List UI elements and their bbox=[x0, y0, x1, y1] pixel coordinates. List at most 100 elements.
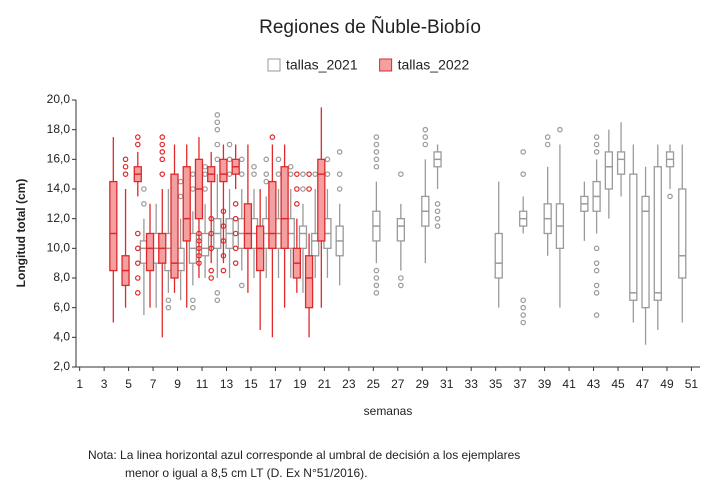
outlier bbox=[214, 156, 221, 163]
y-tick-label: 8,0 bbox=[53, 270, 70, 284]
outlier bbox=[165, 297, 172, 304]
outlier bbox=[593, 134, 600, 140]
outlier bbox=[398, 282, 404, 289]
x-tick-label: 29 bbox=[416, 377, 430, 391]
x-tick-label: 23 bbox=[342, 377, 356, 391]
y-tick-label: 12,0 bbox=[47, 211, 71, 225]
x-tick-label: 41 bbox=[562, 377, 576, 391]
outlier bbox=[238, 156, 245, 163]
outlier bbox=[593, 282, 600, 289]
outlier bbox=[220, 208, 227, 215]
outlier bbox=[398, 171, 404, 177]
x-tick-label: 15 bbox=[244, 377, 258, 391]
legend-swatch bbox=[267, 58, 281, 72]
outlier bbox=[336, 149, 343, 155]
outlier bbox=[324, 171, 331, 177]
outlier bbox=[434, 208, 441, 215]
outlier bbox=[520, 171, 527, 177]
x-tick-label: 13 bbox=[220, 377, 234, 391]
outlier bbox=[300, 186, 306, 192]
box bbox=[145, 232, 155, 272]
outlier bbox=[306, 171, 312, 177]
outlier bbox=[232, 201, 239, 207]
outlier bbox=[263, 171, 270, 177]
outlier bbox=[520, 149, 527, 155]
x-tick-label: 51 bbox=[685, 377, 699, 391]
outlier bbox=[208, 275, 215, 281]
box bbox=[396, 218, 405, 242]
outlier bbox=[190, 171, 196, 177]
box bbox=[604, 151, 613, 190]
outlier bbox=[336, 171, 343, 177]
outlier bbox=[667, 193, 673, 200]
outlier bbox=[520, 297, 527, 304]
outlier bbox=[275, 171, 282, 177]
legend-swatch bbox=[379, 58, 393, 72]
outlier bbox=[312, 171, 319, 177]
outlier bbox=[134, 290, 141, 296]
outlier bbox=[520, 312, 527, 318]
x-tick-label: 9 bbox=[174, 377, 181, 391]
outlier bbox=[275, 156, 282, 163]
outlier bbox=[373, 141, 380, 148]
outlier bbox=[214, 290, 221, 296]
y-tick-label: 14,0 bbox=[47, 181, 71, 195]
box bbox=[298, 225, 308, 249]
outlier bbox=[294, 201, 300, 207]
x-tick-label: 47 bbox=[636, 377, 650, 391]
outlier bbox=[141, 201, 147, 207]
outlier bbox=[520, 319, 527, 326]
outlier bbox=[251, 171, 257, 177]
outlier bbox=[214, 112, 221, 118]
outlier bbox=[263, 156, 270, 163]
outlier bbox=[220, 223, 227, 229]
outlier bbox=[422, 134, 429, 140]
legend-label: tallas_2021 bbox=[286, 57, 358, 73]
outlier bbox=[373, 275, 380, 281]
outlier bbox=[232, 230, 239, 237]
legend-label: tallas_2022 bbox=[398, 57, 470, 73]
outlier bbox=[373, 282, 380, 289]
outlier bbox=[196, 245, 202, 252]
outlier bbox=[226, 156, 233, 163]
y-axis-label: Longitud total (cm) bbox=[14, 179, 28, 288]
outlier bbox=[434, 215, 441, 222]
box bbox=[311, 232, 320, 257]
outlier bbox=[263, 178, 270, 185]
y-tick-label: 18,0 bbox=[47, 122, 71, 136]
outlier bbox=[520, 304, 527, 311]
box bbox=[219, 158, 228, 183]
outlier bbox=[134, 275, 141, 281]
box bbox=[268, 180, 277, 249]
box bbox=[494, 232, 503, 279]
outlier bbox=[208, 230, 215, 237]
outlier bbox=[593, 141, 600, 148]
outlier bbox=[422, 126, 429, 133]
y-tick-label: 10,0 bbox=[47, 241, 71, 255]
outlier bbox=[593, 312, 600, 318]
outlier bbox=[196, 238, 202, 244]
box bbox=[678, 188, 687, 279]
box bbox=[280, 166, 289, 249]
outlier bbox=[214, 297, 221, 304]
outlier bbox=[593, 245, 600, 252]
box bbox=[243, 203, 253, 249]
x-tick-label: 27 bbox=[391, 377, 405, 391]
outlier bbox=[269, 134, 276, 140]
outlier bbox=[294, 186, 300, 192]
x-tick-label: 25 bbox=[367, 377, 381, 391]
outlier bbox=[122, 171, 129, 177]
outlier bbox=[134, 245, 141, 252]
outlier bbox=[336, 186, 343, 192]
outlier bbox=[214, 119, 221, 126]
box bbox=[200, 232, 210, 257]
outlier bbox=[593, 149, 600, 155]
outlier bbox=[220, 267, 227, 274]
outlier bbox=[324, 156, 331, 163]
box bbox=[653, 166, 662, 301]
outlier bbox=[196, 230, 202, 237]
outlier bbox=[202, 163, 208, 170]
chart-title: Regiones de Ñuble-Biobío bbox=[259, 16, 481, 38]
outlier bbox=[238, 171, 245, 177]
